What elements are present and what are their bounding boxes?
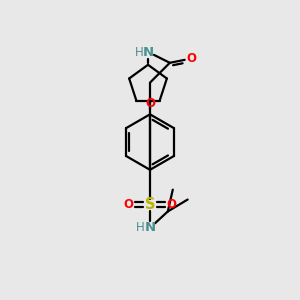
Text: O: O	[187, 52, 196, 65]
Text: N: N	[144, 221, 156, 234]
Text: O: O	[123, 198, 133, 211]
Text: N: N	[142, 46, 154, 59]
Text: S: S	[145, 197, 155, 212]
Text: O: O	[167, 198, 177, 211]
Text: H: H	[135, 46, 143, 59]
Text: O: O	[145, 97, 155, 110]
Text: H: H	[136, 221, 145, 234]
